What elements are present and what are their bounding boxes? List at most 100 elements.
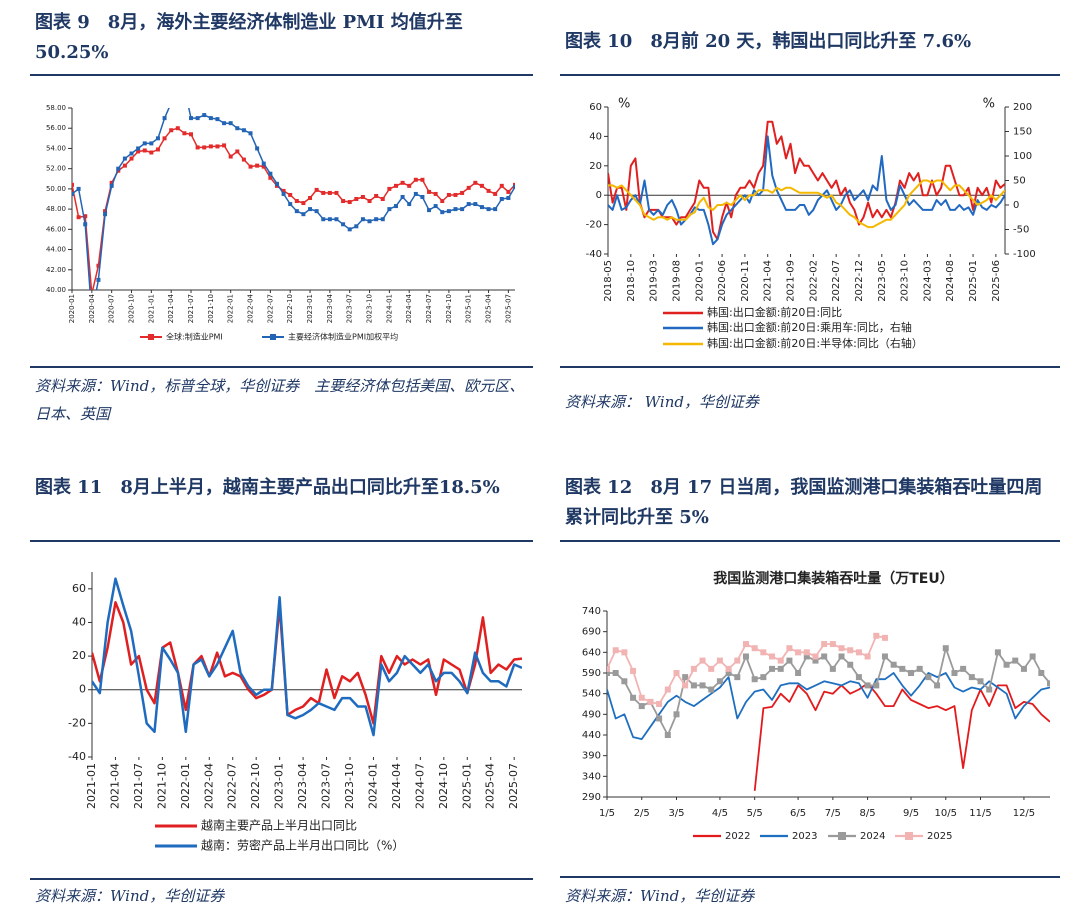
marker	[72, 182, 74, 187]
marker	[103, 212, 108, 217]
y-tick-label: -20	[68, 716, 86, 729]
marker	[72, 191, 74, 196]
marker	[486, 207, 491, 212]
marker	[360, 217, 365, 222]
series-line	[607, 647, 1050, 736]
source-note: 资料来源：Wind，标普全球，华创证券 主要经济体包括美国、欧元区、日本、英国	[35, 377, 525, 423]
source-note: 资料来源：Wind，华创证券	[565, 887, 755, 905]
marker	[440, 199, 445, 204]
marker	[460, 190, 465, 195]
marker	[925, 674, 932, 681]
marker	[274, 181, 279, 186]
marker	[506, 189, 511, 194]
marker	[347, 200, 352, 205]
marker	[612, 670, 619, 676]
marker	[786, 657, 793, 664]
marker	[716, 678, 723, 685]
legend-label: 越南：劳密产品上半月出口同比（%）	[201, 838, 404, 853]
y-tick-label: 0	[596, 190, 602, 201]
x-tick-label: 2020-07	[108, 294, 116, 323]
marker	[466, 185, 471, 190]
marker	[215, 117, 220, 122]
marker	[499, 197, 504, 201]
marker	[656, 701, 663, 707]
marker	[235, 126, 240, 131]
legend-label: 全球:制造业PMI	[166, 332, 223, 342]
x-tick-label: 2023-07	[346, 294, 354, 323]
y-tick-label: 50.00	[46, 185, 66, 193]
marker	[367, 219, 372, 224]
marker	[855, 649, 862, 656]
x-tick-label: 2020-11	[740, 260, 751, 302]
x-tick-label: 2025-06	[991, 260, 1002, 302]
marker	[742, 641, 749, 648]
rule	[30, 74, 533, 76]
marker	[387, 207, 392, 212]
marker	[725, 665, 732, 672]
legend-marker	[838, 832, 846, 840]
marker	[638, 694, 645, 701]
plot	[607, 632, 1050, 791]
marker	[473, 202, 478, 207]
marker	[812, 657, 819, 664]
marker	[664, 732, 671, 738]
marker	[960, 665, 967, 672]
marker	[374, 217, 379, 222]
marker	[916, 665, 923, 672]
marker	[255, 146, 260, 151]
marker	[96, 277, 101, 282]
marker	[129, 151, 134, 156]
rule	[560, 876, 1060, 878]
y-axis-label: %	[618, 97, 630, 112]
x-tick-label: 2018-05	[603, 260, 614, 302]
y2-tick-label: 50	[1013, 176, 1026, 187]
plot	[72, 108, 515, 290]
marker	[829, 665, 836, 672]
marker	[673, 670, 680, 676]
x-tick-label: 2022-07	[266, 294, 274, 323]
y-tick-label: 56.00	[46, 124, 66, 132]
marker	[288, 192, 293, 197]
marker	[751, 645, 758, 652]
x-tick-label: 2025-01	[968, 260, 979, 302]
marker	[195, 116, 200, 121]
y-tick-label: 20	[72, 649, 86, 662]
x-tick-label: 2024-01	[385, 294, 393, 323]
marker	[873, 682, 880, 689]
marker	[155, 136, 160, 141]
marker	[354, 197, 359, 201]
marker	[690, 665, 697, 672]
marker	[1038, 670, 1045, 676]
marker	[215, 144, 220, 149]
rule	[560, 540, 1060, 542]
y-tick-label: 52.00	[46, 165, 66, 173]
marker	[838, 645, 845, 652]
marker	[934, 682, 941, 689]
x-tick-label: 2024-01	[366, 763, 379, 809]
x-tick-label: 2021-10	[155, 763, 168, 809]
figure-title: 图表 9 8月，海外主要经济体制造业 PMI 均值升至50.25%	[35, 12, 463, 63]
x-tick-label: 2021-01	[85, 763, 98, 809]
x-tick-label: 2024-04	[390, 763, 403, 809]
x-tick-label: 2023-07	[320, 763, 333, 809]
series-line	[92, 601, 522, 725]
marker	[334, 190, 339, 195]
marker	[400, 180, 405, 185]
marker	[142, 141, 147, 146]
y-tick-label: 60	[72, 582, 86, 595]
marker	[656, 715, 663, 722]
figure-title: 图表 10 8月前 20 天，韩国出口同比升至 7.6%	[565, 31, 972, 52]
x-tick-label: 2020-01	[68, 294, 76, 323]
marker	[647, 698, 654, 705]
plot	[92, 577, 522, 737]
marker	[116, 166, 121, 171]
marker	[427, 189, 432, 194]
marker	[387, 186, 392, 191]
marker	[149, 150, 154, 155]
x-tick-label: 2024-08	[945, 260, 956, 302]
marker	[314, 209, 319, 214]
x-tick-label: 2019-03	[649, 260, 660, 302]
x-tick-label: 2024-04	[405, 293, 413, 323]
